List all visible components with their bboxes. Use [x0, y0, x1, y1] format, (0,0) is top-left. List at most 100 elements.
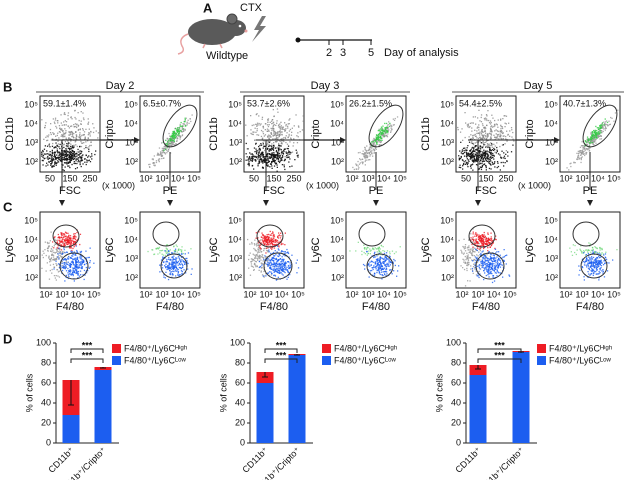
event-dot	[275, 271, 277, 273]
x-tick-label: 10⁵	[187, 173, 201, 183]
event-dot	[258, 247, 261, 249]
event-dot	[181, 131, 184, 133]
event-dot	[461, 153, 464, 155]
event-dot	[63, 155, 65, 157]
event-dot	[161, 264, 163, 266]
event-dot	[480, 245, 482, 247]
event-dot	[58, 254, 60, 256]
event-dot	[69, 161, 71, 164]
event-dot	[302, 120, 304, 122]
event-dot	[49, 146, 51, 148]
event-dot	[70, 238, 72, 241]
y-tick-label: 10²	[229, 156, 242, 166]
event-dot	[278, 249, 280, 251]
event-dot	[273, 259, 275, 262]
event-dot	[502, 118, 504, 120]
event-dot	[474, 161, 476, 163]
event-dot	[248, 258, 250, 261]
event-dot	[64, 241, 66, 243]
event-dot	[475, 155, 477, 157]
y-tick-label: 10⁵	[24, 215, 38, 225]
event-dot	[257, 149, 259, 151]
event-dot	[269, 241, 271, 243]
event-dot	[277, 272, 279, 274]
event-dot	[568, 169, 570, 171]
event-dot	[380, 144, 382, 146]
event-dot	[253, 269, 255, 271]
event-dot	[277, 248, 279, 250]
event-dot	[190, 248, 192, 250]
event-dot	[264, 236, 266, 238]
x-axis-unit: (x 1000)	[306, 180, 339, 190]
event-dot	[480, 138, 482, 140]
event-dot	[183, 261, 185, 263]
event-dot	[262, 260, 264, 262]
event-dot	[387, 258, 390, 260]
event-dot	[257, 246, 260, 248]
event-dot	[253, 131, 255, 133]
event-dot	[364, 247, 366, 249]
event-dot	[167, 150, 170, 152]
event-dot	[373, 272, 376, 275]
event-dot	[380, 269, 383, 271]
event-dot	[69, 166, 71, 169]
event-dot	[74, 235, 76, 237]
event-dot	[181, 128, 183, 130]
event-dot	[261, 266, 263, 268]
event-dot	[273, 153, 275, 155]
event-dot	[255, 261, 257, 263]
event-dot	[256, 242, 258, 244]
event-dot	[471, 238, 474, 240]
event-dot	[72, 238, 74, 240]
event-dot	[499, 130, 502, 132]
event-dot	[263, 239, 265, 241]
event-dot	[493, 143, 495, 145]
event-dot	[381, 278, 383, 280]
event-dot	[68, 127, 71, 129]
event-dot	[510, 151, 513, 153]
event-dot	[503, 256, 505, 258]
event-dot	[474, 251, 476, 253]
event-dot	[590, 132, 592, 134]
event-dot	[251, 153, 253, 155]
event-dot	[485, 146, 487, 148]
event-dot	[171, 265, 173, 267]
event-dot	[45, 254, 47, 257]
gate	[162, 104, 198, 148]
x-tick-label: 10³	[55, 289, 68, 299]
event-dot	[263, 157, 266, 160]
event-dot	[166, 268, 168, 271]
event-dot	[266, 154, 268, 156]
event-dot	[55, 239, 57, 242]
event-dot	[170, 140, 172, 142]
event-dot	[379, 140, 381, 142]
event-dot	[262, 167, 264, 169]
event-dot	[167, 143, 170, 145]
event-dot	[488, 239, 490, 241]
event-dot	[264, 240, 266, 242]
event-dot	[574, 162, 576, 164]
event-dot	[64, 120, 66, 122]
event-dot	[469, 257, 472, 259]
event-dot	[371, 149, 373, 151]
event-dot	[466, 164, 469, 166]
event-dot	[166, 258, 168, 261]
event-dot	[488, 242, 490, 244]
event-dot	[270, 240, 272, 242]
event-dot	[274, 133, 276, 136]
x-tick-label: 10⁴	[377, 173, 391, 183]
event-dot	[375, 136, 377, 138]
event-dot	[45, 165, 47, 167]
event-dot	[487, 250, 489, 252]
event-dot	[487, 110, 489, 112]
event-dot	[261, 239, 264, 241]
event-dot	[487, 233, 489, 235]
event-dot	[391, 128, 393, 130]
event-dot	[373, 137, 375, 140]
event-dot	[600, 130, 603, 132]
event-dot	[284, 264, 286, 266]
event-dot	[83, 148, 85, 150]
event-dot	[488, 162, 490, 164]
